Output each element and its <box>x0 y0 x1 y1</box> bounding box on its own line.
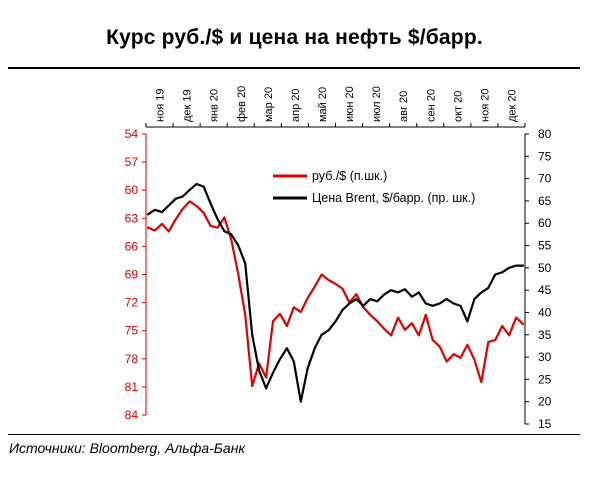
left-axis-tick-label: 63 <box>125 211 139 225</box>
right-axis-tick-label: 45 <box>538 283 552 297</box>
x-axis-tick-label: авг 20 <box>398 91 410 122</box>
legend-label: руб./$ (п.шк.) <box>312 169 387 183</box>
right-axis-tick-label: 80 <box>538 127 552 141</box>
right-axis-tick-label: 30 <box>538 350 552 364</box>
x-axis-tick-label: май 20 <box>317 87 329 122</box>
source-note: Источники: Bloomberg, Альфа-Банк <box>9 440 246 456</box>
left-axis-tick-label: 57 <box>125 155 139 169</box>
right-axis-tick-label: 55 <box>538 239 552 253</box>
left-axis-tick-label: 69 <box>125 268 139 282</box>
x-axis-tick-label: ноя 19 <box>155 89 167 122</box>
legend: руб./$ (п.шк.) Цена Brent, $/барр. (пр. ш… <box>273 169 475 205</box>
chart-title: Курс руб./$ и цена на нефть $/барр. <box>106 26 483 49</box>
x-axis-tick-label: июн 20 <box>344 86 356 122</box>
x-axis-tick-label: ноя 20 <box>479 89 491 122</box>
series-brent-line <box>146 182 525 403</box>
right-axis-tick-label: 50 <box>538 261 552 275</box>
right-axis-tick-label: 65 <box>538 194 552 208</box>
x-axis-tick-label: янв 20 <box>209 89 221 122</box>
left-axis-tick-label: 84 <box>125 408 139 422</box>
x-axis-tick-label: фев 20 <box>236 86 248 122</box>
right-axis-tick-label: 35 <box>538 328 552 342</box>
right-axis-tick-label: 15 <box>538 417 552 431</box>
left-axis-tick-label: 75 <box>125 324 139 338</box>
right-axis-tick-label: 20 <box>538 395 552 409</box>
series-rub-line <box>146 200 525 388</box>
x-axis-tick-label: апр 20 <box>290 89 302 122</box>
right-axis-tick-label: 75 <box>538 149 552 163</box>
right-axis-tick-label: 40 <box>538 305 552 319</box>
x-axis-tick-label: дек 19 <box>182 89 194 122</box>
left-axis-tick-label: 66 <box>125 239 139 253</box>
left-axis-tick-label: 78 <box>125 352 139 366</box>
right-axis-tick-label: 60 <box>538 216 552 230</box>
left-axis-tick-label: 54 <box>125 127 139 141</box>
right-axis-tick-label: 25 <box>538 372 552 386</box>
left-axis-tick-label: 60 <box>125 183 139 197</box>
x-axis-tick-label: мар 20 <box>263 87 275 122</box>
left-axis-tick-label: 72 <box>125 296 139 310</box>
source-divider <box>8 434 580 435</box>
left-axis-tick-label: 81 <box>125 380 139 394</box>
legend-label: Цена Brent, $/барр. (пр. шк.) <box>312 191 475 205</box>
x-axis-tick-label: июл 20 <box>371 86 383 122</box>
x-axis-tick-label: окт 20 <box>452 91 464 122</box>
title-divider <box>8 67 580 69</box>
x-axis-tick-label: дек 20 <box>506 89 518 122</box>
right-axis-tick-label: 70 <box>538 172 552 186</box>
x-axis-tick-label: сен 20 <box>425 89 437 122</box>
